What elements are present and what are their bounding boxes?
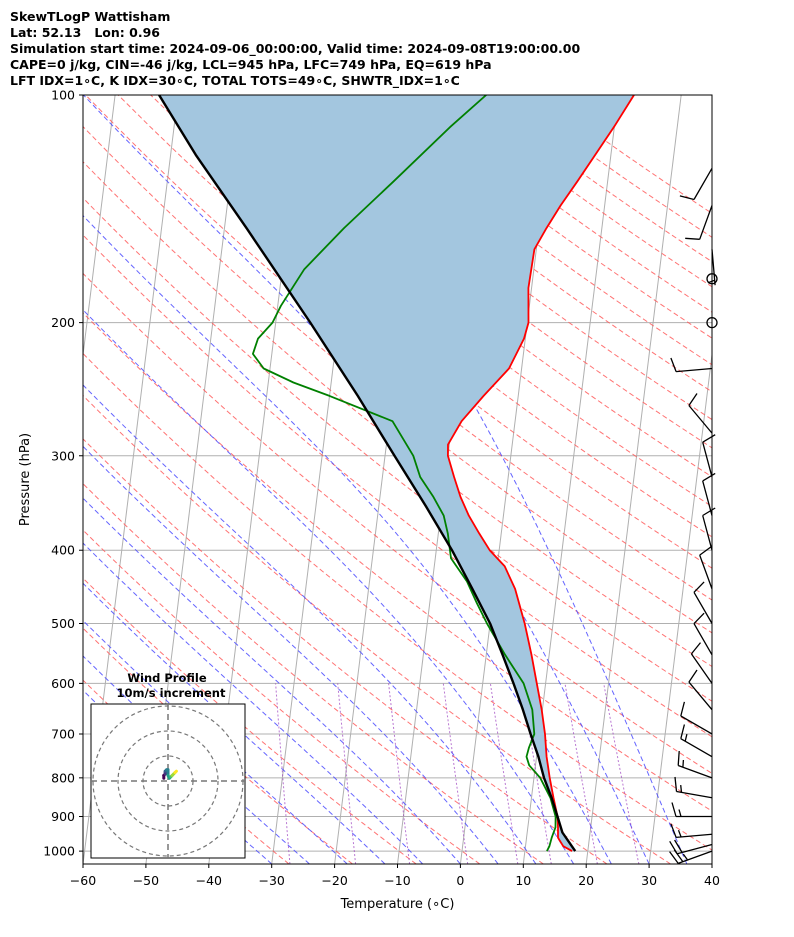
mixing-ratio-line bbox=[337, 683, 357, 864]
moist-adiabat bbox=[83, 497, 461, 864]
chart-header: SkewTLogP Wattisham Lat: 52.13 Lon: 0.96 S… bbox=[10, 9, 580, 89]
x-tick-label: −40 bbox=[196, 873, 222, 888]
y-tick-label: 900 bbox=[51, 809, 75, 824]
cape-area bbox=[159, 95, 634, 852]
x-tick-label: −20 bbox=[321, 873, 347, 888]
dry-adiabat bbox=[83, 483, 544, 864]
title-indices-1: CAPE=0 j/kg, CIN=-46 j/kg, LCL=945 hPa, … bbox=[10, 57, 492, 72]
moist-adiabat bbox=[83, 95, 650, 864]
profiles bbox=[158, 95, 635, 852]
x-tick-label: 40 bbox=[704, 873, 720, 888]
x-axis-label: Temperature (∘C) bbox=[340, 897, 455, 912]
mixing-ratio-line bbox=[275, 683, 291, 864]
wind-barb bbox=[693, 581, 713, 624]
isotherm bbox=[711, 859, 712, 864]
wind-barb bbox=[680, 724, 713, 758]
title-latlon: Lat: 52.13 Lon: 0.96 bbox=[10, 25, 160, 40]
dry-adiabat bbox=[541, 95, 712, 214]
y-tick-label: 700 bbox=[51, 726, 75, 741]
x-tick-label: −10 bbox=[384, 873, 410, 888]
wind-barb bbox=[707, 249, 716, 286]
isotherm bbox=[648, 350, 712, 864]
title-indices-2: LFT IDX=1∘C, K IDX=30∘C, TOTAL TOTS=49∘C… bbox=[10, 73, 460, 88]
wind-barb bbox=[699, 545, 713, 590]
isotherm bbox=[585, 95, 682, 864]
wind-barb bbox=[680, 701, 713, 735]
temperature-line bbox=[447, 95, 635, 852]
wind-barb bbox=[674, 776, 713, 799]
wind-barb bbox=[693, 612, 713, 656]
dry-adiabat bbox=[83, 197, 712, 702]
x-tick-label: −60 bbox=[70, 873, 96, 888]
x-tick-label: −30 bbox=[259, 873, 285, 888]
title-station: SkewTLogP Wattisham bbox=[10, 9, 171, 24]
hodograph-subtitle: 10m/s increment bbox=[117, 686, 226, 700]
wind-barb bbox=[677, 750, 713, 779]
calm-wind-circle bbox=[706, 273, 718, 285]
wind-barb bbox=[702, 507, 716, 551]
wind-barb bbox=[702, 472, 716, 516]
y-tick-label: 100 bbox=[51, 88, 75, 103]
dry-adiabat bbox=[83, 161, 712, 668]
wind-barb bbox=[669, 849, 713, 865]
y-axis-label: Pressure (hPa) bbox=[18, 433, 33, 526]
mixing-ratio-line bbox=[603, 683, 640, 864]
x-tick-label: 0 bbox=[456, 873, 464, 888]
wind-barb bbox=[670, 823, 713, 839]
y-tick-label: 800 bbox=[51, 770, 75, 785]
wind-barb bbox=[688, 669, 713, 711]
cin-shaded-area bbox=[159, 95, 634, 852]
moist-adiabat bbox=[83, 542, 424, 864]
mixing-ratio-line bbox=[489, 683, 519, 864]
calm-wind-circle bbox=[706, 316, 718, 329]
y-tick-label: 1000 bbox=[43, 844, 75, 859]
hodograph-plot bbox=[91, 704, 245, 858]
dry-adiabat bbox=[83, 394, 671, 864]
y-tick-label: 200 bbox=[51, 315, 75, 330]
axes: −60 −50 −40 −30 −20 −10 0 10 20 30 40 100 200 300 400 5… bbox=[18, 88, 720, 913]
parcel-path-line bbox=[158, 95, 577, 852]
hodograph-segment bbox=[173, 769, 178, 775]
title-times: Simulation start time: 2024-09-06_00:00:… bbox=[10, 41, 581, 56]
mixing-ratio-line bbox=[388, 683, 411, 864]
moist-adiabat bbox=[83, 582, 386, 864]
moist-adiabat bbox=[83, 214, 612, 864]
wind-barb bbox=[702, 434, 716, 478]
wind-barb bbox=[688, 393, 713, 434]
dry-adiabat bbox=[83, 234, 712, 738]
y-tick-label: 300 bbox=[51, 448, 75, 463]
moist-adiabat bbox=[83, 655, 310, 864]
x-tick-label: 10 bbox=[515, 873, 531, 888]
x-tick-label: 30 bbox=[641, 873, 657, 888]
wind-barb bbox=[670, 357, 713, 373]
wind-barb bbox=[690, 642, 713, 684]
isotherm bbox=[83, 95, 116, 359]
moist-adiabat bbox=[83, 384, 537, 864]
dry-adiabat bbox=[83, 529, 481, 864]
dry-adiabat bbox=[182, 95, 712, 508]
mixing-ratio-line bbox=[442, 683, 469, 864]
mixing-ratio-line bbox=[564, 683, 598, 864]
wind-barb bbox=[671, 802, 713, 818]
wind-barb bbox=[685, 205, 713, 240]
hodograph-title: Wind Profile bbox=[127, 671, 207, 685]
x-tick-label: −50 bbox=[133, 873, 159, 888]
dry-adiabat bbox=[83, 352, 712, 851]
wind-barbs bbox=[669, 167, 718, 865]
wind-barb bbox=[669, 839, 713, 855]
y-tick-label: 500 bbox=[51, 616, 75, 631]
moist-adiabat bbox=[83, 309, 575, 864]
hodograph-ring bbox=[117, 730, 219, 832]
wind-barb bbox=[679, 167, 713, 201]
dry-adiabat bbox=[248, 95, 712, 449]
y-tick-label: 600 bbox=[51, 676, 75, 691]
dry-adiabat bbox=[150, 95, 712, 538]
x-tick-label: 20 bbox=[578, 873, 594, 888]
y-tick-label: 400 bbox=[51, 543, 75, 558]
